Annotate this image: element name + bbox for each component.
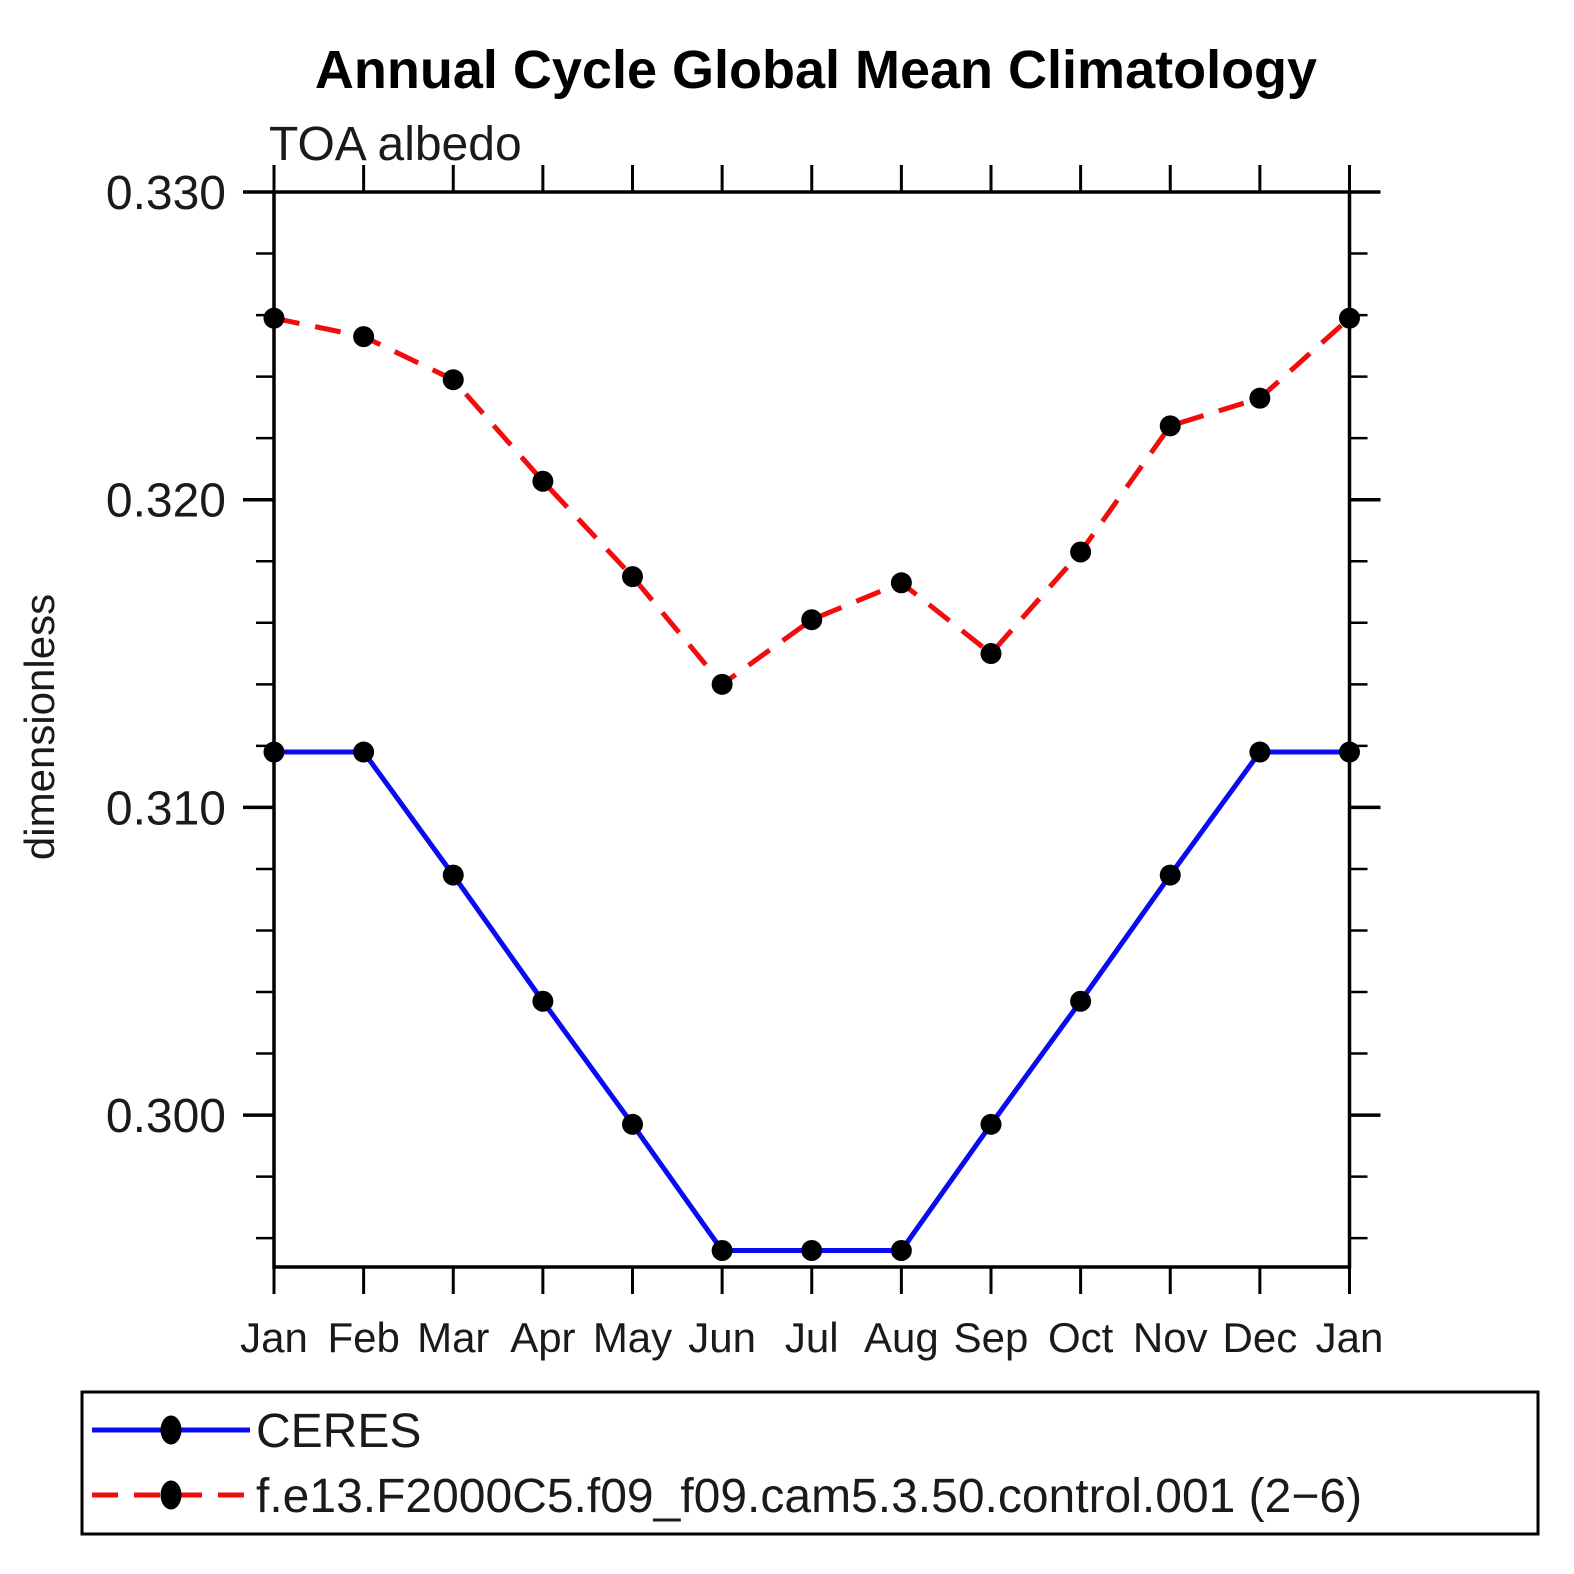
data-point-model-apr [532,470,554,492]
legend-box [80,1390,1540,1536]
data-point-ceres-apr [532,990,554,1012]
y-tick-label: 0.330 [106,167,226,220]
x-tick-label: Nov [1133,1314,1208,1361]
y-tick-label: 0.310 [106,782,226,835]
plot-frame [272,190,1352,1269]
data-point-model-may [622,566,643,588]
data-point-model-nov [1159,415,1181,437]
data-point-model-dec [1249,387,1271,409]
data-point-model-feb [353,326,375,348]
data-point-model-jan [263,307,285,329]
data-point-ceres-mar [442,864,464,886]
x-tick-label: Sep [954,1314,1029,1361]
x-tick-label: Feb [327,1314,399,1361]
data-point-ceres-oct [1070,990,1092,1012]
legend-marker-ceres-icon [160,1415,182,1445]
data-point-model-mar [442,369,464,391]
y-ticks: 0.330 0.320 0.310 0.300 [106,167,1381,1240]
data-point-ceres-jan [263,741,285,763]
data-point-model-aug [890,572,912,594]
x-tick-label: Mar [417,1314,489,1361]
chart-subtitle: TOA albedo [269,118,522,171]
data-point-ceres-sep [980,1113,1002,1135]
data-point-ceres-may [622,1113,643,1135]
y-axis-label: dimensionless [16,594,63,860]
x-tick-label: Apr [510,1314,575,1361]
data-point-model-oct [1070,541,1092,563]
x-tick-label: Jun [688,1314,756,1361]
series-line-ceres [274,749,1350,1253]
series [263,307,1360,1261]
x-tick-label: Jan [240,1314,308,1361]
data-point-model-sep [980,643,1002,665]
data-point-ceres-aug [890,1239,912,1261]
x-tick-label: Oct [1048,1314,1114,1361]
legend-label-model: f.e13.F2000C5.f09_f09.cam5.3.50.control.… [256,1470,1362,1523]
x-tick-label: May [593,1314,672,1361]
data-point-model-jul [801,609,823,631]
legend-label-ceres: CERES [256,1405,421,1458]
x-tick-label: Jan [1316,1314,1384,1361]
data-point-model-jun [711,673,733,695]
data-point-ceres-jan [1339,741,1360,763]
x-tick-label: Dec [1223,1314,1298,1361]
data-point-ceres-feb [353,741,375,763]
data-point-ceres-jul [801,1239,823,1261]
x-tick-label: Jul [785,1314,839,1361]
data-point-ceres-jun [711,1239,733,1261]
y-tick-label: 0.320 [106,475,226,528]
x-tick-label: Aug [864,1314,939,1361]
data-point-ceres-nov [1159,864,1181,886]
data-point-ceres-dec [1249,741,1271,763]
legend-marker-model-icon [160,1480,182,1510]
x-ticks: Jan Feb Mar Apr May Jun Jul Aug Sep Oct Nov Dec Jan [240,165,1383,1361]
data-point-model-jan [1339,307,1360,329]
y-tick-label: 0.300 [106,1090,226,1143]
chart-title: Annual Cycle Global Mean Climatology [315,40,1317,100]
